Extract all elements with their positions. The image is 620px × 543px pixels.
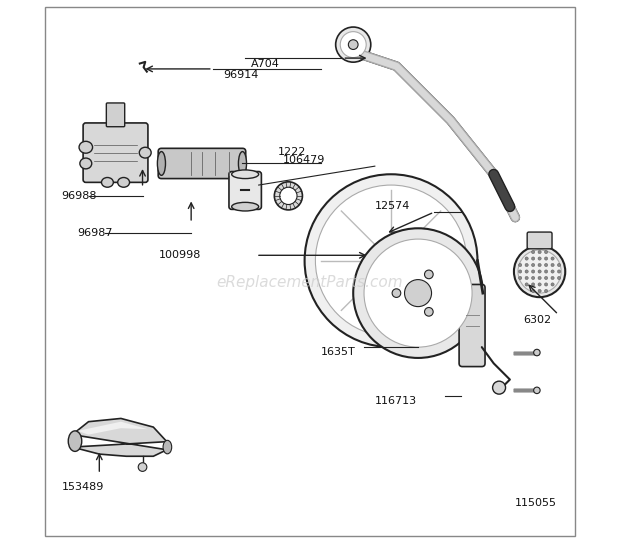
Polygon shape	[78, 422, 148, 434]
Ellipse shape	[232, 170, 259, 179]
Circle shape	[538, 276, 541, 280]
Circle shape	[425, 307, 433, 316]
Circle shape	[525, 283, 528, 286]
Text: 100998: 100998	[159, 250, 201, 260]
Circle shape	[544, 289, 547, 293]
Circle shape	[538, 270, 541, 273]
Circle shape	[544, 270, 547, 273]
Circle shape	[551, 270, 554, 273]
Circle shape	[531, 289, 534, 293]
Ellipse shape	[274, 182, 303, 210]
Circle shape	[551, 276, 554, 280]
Circle shape	[538, 289, 541, 293]
Text: 12574: 12574	[375, 201, 410, 211]
Ellipse shape	[335, 27, 371, 62]
Ellipse shape	[316, 185, 467, 336]
Ellipse shape	[348, 40, 358, 49]
Ellipse shape	[80, 158, 92, 169]
Text: 106479: 106479	[283, 155, 326, 166]
Text: A704: A704	[250, 59, 280, 70]
FancyBboxPatch shape	[459, 285, 485, 367]
Circle shape	[538, 257, 541, 260]
Ellipse shape	[280, 187, 297, 205]
Circle shape	[531, 257, 534, 260]
Circle shape	[404, 280, 432, 307]
Circle shape	[544, 263, 547, 267]
Circle shape	[544, 283, 547, 286]
Circle shape	[138, 463, 147, 471]
Ellipse shape	[68, 431, 82, 451]
FancyBboxPatch shape	[107, 103, 125, 127]
Circle shape	[531, 250, 534, 254]
Ellipse shape	[375, 244, 407, 277]
FancyBboxPatch shape	[158, 148, 246, 179]
Text: 6302: 6302	[523, 315, 552, 325]
Text: 115055: 115055	[515, 498, 557, 508]
Circle shape	[525, 257, 528, 260]
Circle shape	[544, 250, 547, 254]
Circle shape	[551, 263, 554, 267]
Ellipse shape	[140, 147, 151, 158]
Ellipse shape	[364, 239, 472, 347]
Circle shape	[544, 276, 547, 280]
Circle shape	[531, 276, 534, 280]
Text: 96988: 96988	[61, 191, 97, 200]
Circle shape	[534, 349, 540, 356]
Text: eReplacementParts.com: eReplacementParts.com	[216, 275, 404, 290]
Circle shape	[392, 289, 401, 298]
Ellipse shape	[239, 151, 247, 175]
Circle shape	[525, 270, 528, 273]
Circle shape	[534, 387, 540, 394]
Circle shape	[538, 283, 541, 286]
Circle shape	[557, 276, 560, 280]
Text: 1222: 1222	[278, 147, 306, 157]
Text: 153489: 153489	[61, 482, 104, 493]
Circle shape	[544, 257, 547, 260]
Ellipse shape	[157, 151, 166, 175]
Circle shape	[551, 283, 554, 286]
Ellipse shape	[163, 440, 172, 454]
FancyBboxPatch shape	[527, 232, 552, 249]
Ellipse shape	[353, 228, 483, 358]
Circle shape	[557, 270, 560, 273]
Polygon shape	[73, 419, 167, 456]
Ellipse shape	[79, 141, 92, 153]
Circle shape	[493, 381, 505, 394]
Text: 96914: 96914	[224, 70, 259, 80]
Circle shape	[538, 263, 541, 267]
Text: 116713: 116713	[375, 396, 417, 406]
Circle shape	[525, 276, 528, 280]
Text: 1635T: 1635T	[321, 347, 355, 357]
Ellipse shape	[118, 178, 130, 187]
Ellipse shape	[514, 246, 565, 297]
Ellipse shape	[102, 178, 113, 187]
Circle shape	[531, 263, 534, 267]
Circle shape	[531, 270, 534, 273]
Circle shape	[557, 263, 560, 267]
Ellipse shape	[340, 31, 366, 58]
Ellipse shape	[304, 174, 477, 347]
Circle shape	[425, 270, 433, 279]
FancyBboxPatch shape	[83, 123, 148, 182]
Circle shape	[538, 250, 541, 254]
Ellipse shape	[518, 250, 561, 293]
Circle shape	[518, 263, 522, 267]
Circle shape	[518, 276, 522, 280]
Circle shape	[551, 257, 554, 260]
Circle shape	[531, 283, 534, 286]
Circle shape	[518, 270, 522, 273]
Ellipse shape	[232, 203, 259, 211]
Circle shape	[525, 263, 528, 267]
Text: 96987: 96987	[78, 229, 113, 238]
FancyBboxPatch shape	[229, 172, 262, 210]
